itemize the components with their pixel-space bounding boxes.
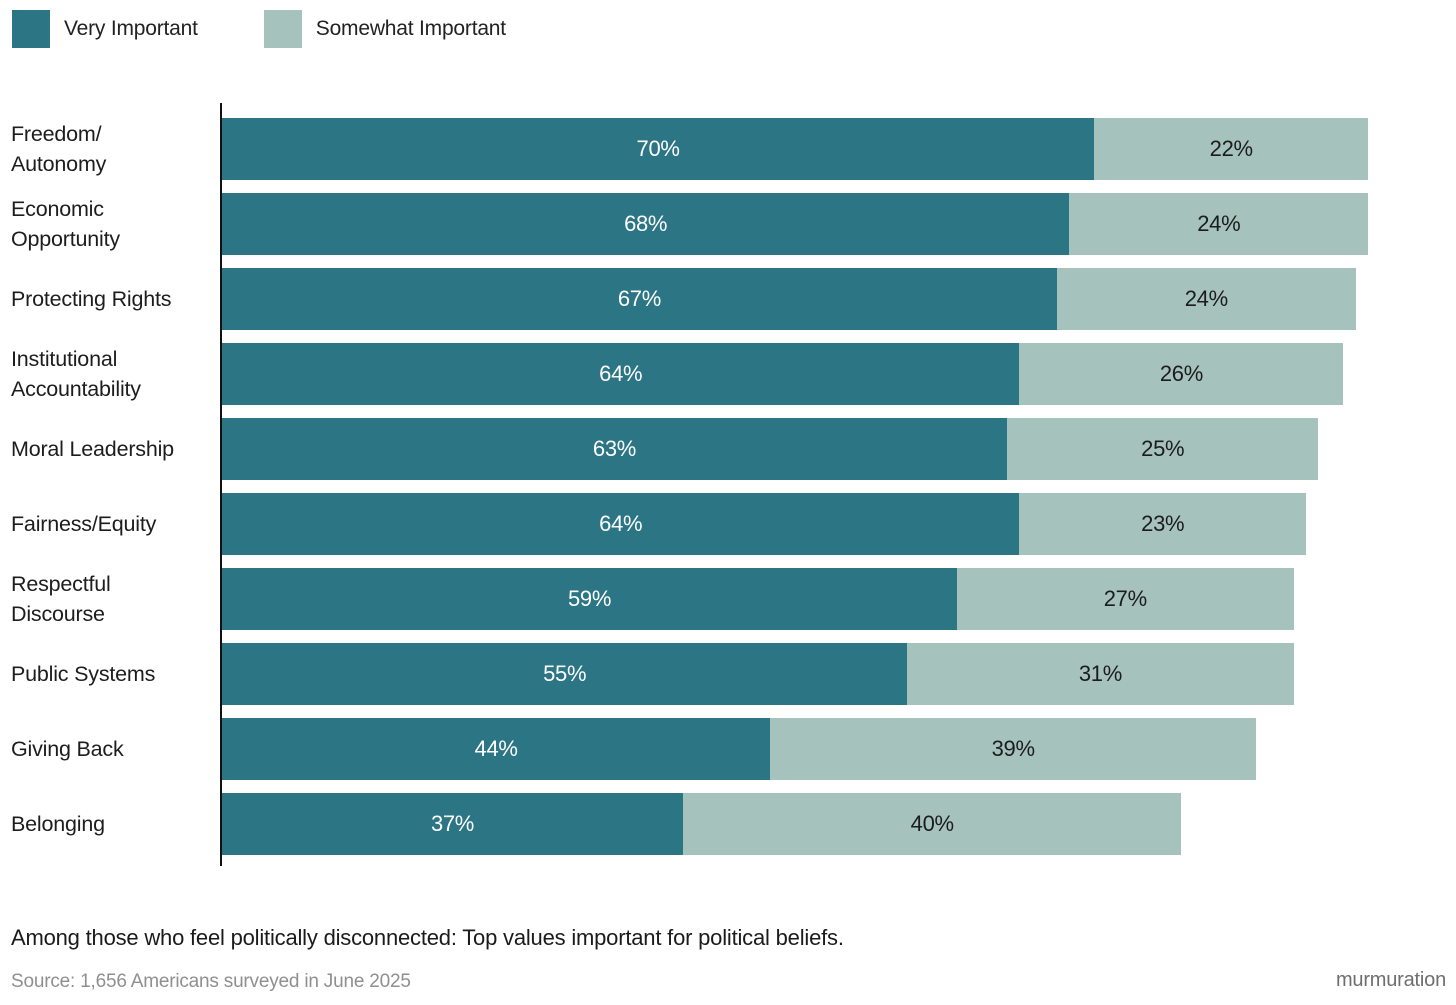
bar-segment-very-important: 70% [222,118,1095,180]
bar-segment-somewhat-important: 25% [1006,418,1319,480]
bar-segment-somewhat-important: 39% [770,718,1257,780]
bar-value-very-important: 63% [592,436,637,461]
bar-segment-very-important: 64% [222,343,1020,405]
stacked-bar: 64% 23% [222,493,1307,555]
bar-value-very-important: 64% [599,511,643,536]
chart-caption: Among those who feel politically disconn… [11,925,844,950]
bar-value-somewhat-important: 31% [1078,661,1122,686]
category-label: Belonging [11,812,105,836]
bar-row: Moral Leadership 63% 25% [0,418,1456,480]
bar-row: Belonging 37% 40% [0,793,1456,855]
stacked-bar: 67% 24% [222,268,1356,330]
bar-value-very-important: 64% [599,361,643,386]
category-label: Respectful Discourse [11,572,111,626]
bar-row: Fairness/Equity 64% 23% [0,493,1456,555]
bar-segment-somewhat-important: 27% [957,568,1294,630]
bar-segment-somewhat-important: 24% [1069,193,1369,255]
bar-row: Economic Opportunity 68% 24% [0,193,1456,255]
bar-row: Public Systems 55% 31% [0,643,1456,705]
bar-value-very-important: 55% [543,661,587,686]
bar-value-somewhat-important: 39% [991,736,1035,761]
bar-value-very-important: 68% [624,211,668,236]
bar-segment-very-important: 68% [222,193,1070,255]
bar-row: Respectful Discourse 59% 27% [0,568,1456,630]
bar-row: Protecting Rights 67% 24% [0,268,1456,330]
bar-segment-somewhat-important: 24% [1056,268,1356,330]
bar-value-somewhat-important: 27% [1103,586,1147,611]
category-label: Public Systems [11,662,156,686]
bar-segment-somewhat-important: 31% [907,643,1294,705]
bar-row: Giving Back 44% 39% [0,718,1456,780]
legend-item-very-important: Very Important [12,10,198,48]
bar-value-somewhat-important: 23% [1141,511,1185,536]
legend-label-very-important: Very Important [64,17,198,40]
bar-row: Institutional Accountability 64% 26% [0,343,1456,405]
y-axis-line [220,103,222,866]
bar-segment-somewhat-important: 22% [1094,118,1369,180]
stacked-bar: 37% 40% [222,793,1182,855]
bar-segment-very-important: 63% [222,418,1007,480]
category-label: Economic Opportunity [11,197,120,251]
bar-segment-somewhat-important: 26% [1019,343,1344,405]
bar-segment-very-important: 55% [222,643,908,705]
legend: Very Important Somewhat Important [12,10,506,48]
legend-swatch-somewhat-important [263,10,302,48]
bar-value-somewhat-important: 26% [1159,361,1203,386]
stacked-bar-chart: Freedom/ Autonomy 70% 22% Economic Oppor… [0,103,1456,866]
category-label: Protecting Rights [11,287,172,311]
stacked-bar: 70% 22% [222,118,1369,180]
bar-value-somewhat-important: 40% [910,811,954,836]
bar-segment-very-important: 37% [222,793,684,855]
bar-segment-very-important: 64% [222,493,1020,555]
bar-value-somewhat-important: 22% [1209,136,1253,161]
category-label: Institutional Accountability [11,347,141,401]
brand-credit: murmuration [1335,969,1446,991]
bar-value-very-important: 59% [567,586,612,611]
bar-segment-somewhat-important: 40% [683,793,1182,855]
source-note: Source: 1,656 Americans surveyed in June… [11,971,411,992]
stacked-bar: 64% 26% [222,343,1344,405]
stacked-bar: 63% 25% [222,418,1319,480]
category-label: Freedom/ Autonomy [11,122,107,176]
stacked-bar: 44% 39% [222,718,1257,780]
bar-value-very-important: 67% [617,286,661,311]
stacked-bar: 68% 24% [222,193,1369,255]
bar-segment-very-important: 59% [222,568,958,630]
bar-value-somewhat-important: 25% [1141,436,1185,461]
category-label: Giving Back [11,737,124,761]
bar-segment-somewhat-important: 23% [1019,493,1307,555]
bar-value-very-important: 44% [474,736,518,761]
category-label: Moral Leadership [11,437,174,461]
legend-label-somewhat-important: Somewhat Important [315,17,506,40]
bar-value-very-important: 70% [636,136,680,161]
chart-rows: Freedom/ Autonomy 70% 22% Economic Oppor… [0,118,1456,855]
legend-swatch-very-important [12,10,50,48]
bar-value-very-important: 37% [430,811,475,836]
bar-value-somewhat-important: 24% [1184,286,1228,311]
stacked-bar: 59% 27% [222,568,1294,630]
bar-segment-very-important: 44% [222,718,771,780]
stacked-bar: 55% 31% [222,643,1294,705]
bar-row: Freedom/ Autonomy 70% 22% [0,118,1456,180]
bar-segment-very-important: 67% [222,268,1057,330]
legend-item-somewhat-important: Somewhat Important [263,10,506,48]
bar-value-somewhat-important: 24% [1197,211,1241,236]
category-label: Fairness/Equity [11,512,157,536]
